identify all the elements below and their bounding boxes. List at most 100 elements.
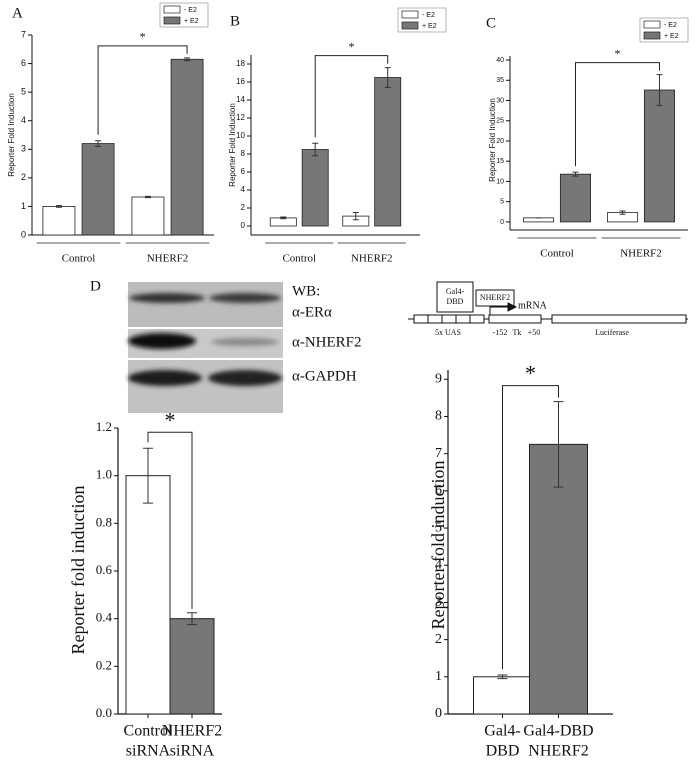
y-tick-label: 16	[236, 77, 245, 86]
y-tick-label: 8	[435, 409, 442, 424]
y-tick-label: 35	[496, 77, 504, 84]
error-bar	[384, 67, 391, 88]
x-tick-label: Gal4-DBD	[523, 723, 593, 740]
bar	[170, 58, 204, 236]
fusion-box	[475, 289, 515, 307]
error-bar	[184, 57, 191, 62]
element-label: Tk	[513, 328, 522, 337]
y-tick-label: 7	[435, 446, 442, 461]
significance-bracket	[314, 55, 389, 138]
uas-box	[427, 314, 443, 324]
blot-band	[208, 370, 282, 386]
blot-band	[128, 333, 196, 349]
y-tick-label: 0	[21, 229, 26, 239]
uas-box	[455, 314, 471, 324]
error-bar	[144, 195, 151, 199]
x-tick-label: Control	[124, 723, 173, 740]
panel-label: C	[486, 15, 496, 31]
error-bar	[187, 612, 197, 626]
error-bar	[572, 171, 579, 177]
chart: 0.0 0.2 0.4 0.6 0.8 1.0 1.2 Reporter fold induc…	[68, 407, 222, 759]
y-axis-label: Reporter fold induction	[428, 461, 448, 630]
bar	[169, 618, 215, 715]
y-tick-label: 0	[435, 706, 442, 721]
blot-strip	[128, 360, 283, 413]
y-tick-label: 6	[21, 58, 26, 68]
bar	[42, 206, 76, 236]
y-tick-label: 30	[496, 97, 504, 104]
bar	[473, 676, 532, 715]
significance-mark: *	[614, 46, 620, 60]
transcription-arrow	[489, 306, 510, 315]
bar	[529, 443, 588, 715]
significance-mark: *	[348, 39, 354, 53]
x-tick-label: siRNA	[126, 743, 171, 760]
y-tick-label: 5	[435, 520, 442, 535]
western-blot: WB: α-ERα α-NHERF2 α-GAPDH	[128, 282, 362, 413]
y-tick-label: 4	[21, 115, 26, 125]
y-tick-label: 1.0	[96, 467, 112, 482]
panel-label: A	[12, 5, 23, 21]
legend-box	[397, 7, 447, 33]
y-tick-label: 25	[496, 118, 504, 125]
error-bar	[312, 142, 319, 157]
gal4-box	[436, 281, 474, 313]
blot-title: WB:	[292, 283, 320, 299]
error-bar	[280, 216, 287, 220]
x-tick-label: Control	[540, 248, 574, 260]
legend-label: - E2	[422, 12, 435, 19]
y-tick-label: 1	[21, 201, 26, 211]
error-bar	[619, 210, 626, 215]
element-label: 5x UAS	[435, 328, 461, 337]
error-bar	[656, 74, 663, 106]
luciferase-box	[551, 314, 687, 324]
bar	[125, 475, 171, 715]
legend-swatch	[163, 16, 181, 25]
y-tick-label: 2	[435, 632, 442, 647]
y-axis-label: Reporter fold induction	[68, 486, 88, 655]
gal4-label: DBD	[447, 297, 464, 306]
y-tick-label: 15	[496, 158, 504, 165]
promoter-box	[488, 314, 542, 324]
y-tick-label: 10	[236, 131, 245, 140]
legend-swatch	[401, 21, 419, 30]
blot-label: α-NHERF2	[292, 334, 362, 350]
y-tick-label: 4	[435, 557, 442, 572]
chart: 0 1 2 3 4 5 6 7 Reporter Fold Induction Control NH…	[7, 2, 214, 265]
legend-swatch	[643, 31, 661, 40]
legend-box	[159, 2, 209, 28]
x-tick-label: NHERF2	[620, 248, 662, 260]
bar	[523, 217, 555, 223]
y-tick-label: 14	[236, 95, 245, 104]
y-tick-label: 40	[496, 57, 504, 64]
y-tick-label: 0.8	[96, 514, 112, 529]
bar	[301, 149, 329, 227]
bar	[559, 173, 591, 223]
error-bar	[553, 401, 564, 488]
mrna-label: mRNA	[518, 300, 548, 311]
y-tick-label: 5	[21, 87, 26, 97]
gal4-label: Gal4-	[446, 287, 465, 296]
error-bar	[497, 674, 508, 680]
y-tick-label: 20	[496, 138, 504, 145]
y-tick-label: 0	[241, 221, 246, 230]
legend-swatch	[163, 5, 181, 14]
y-tick-label: 0.4	[96, 610, 113, 625]
legend-label: - E2	[184, 7, 197, 14]
bar	[643, 89, 675, 223]
y-tick-label: 8	[241, 149, 246, 158]
element-label: -152	[493, 328, 508, 337]
y-tick-label: 10	[496, 178, 504, 185]
uas-box	[441, 314, 457, 324]
x-tick-label: Control	[282, 253, 316, 265]
legend-swatch	[401, 10, 419, 19]
x-tick-label: DBD	[486, 743, 520, 760]
arrow-head	[507, 302, 518, 312]
construct-diagram: Gal4- DBD NHERF2 mRNA 5x UAS -152 Tk +50…	[408, 281, 688, 337]
significance-bracket	[574, 62, 660, 167]
blot-band	[128, 370, 202, 386]
y-tick-label: 9	[435, 372, 442, 387]
panel-label: D	[90, 278, 101, 294]
blot-band	[209, 293, 281, 303]
